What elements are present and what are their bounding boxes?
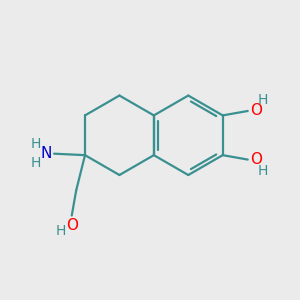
Text: H: H <box>56 224 66 238</box>
Text: H: H <box>257 93 268 107</box>
Text: N: N <box>41 146 52 161</box>
Text: H: H <box>257 164 268 178</box>
Text: H: H <box>31 137 41 151</box>
Text: O: O <box>66 218 78 232</box>
Text: O: O <box>250 103 262 118</box>
Text: O: O <box>250 152 262 167</box>
Text: H: H <box>31 156 41 170</box>
